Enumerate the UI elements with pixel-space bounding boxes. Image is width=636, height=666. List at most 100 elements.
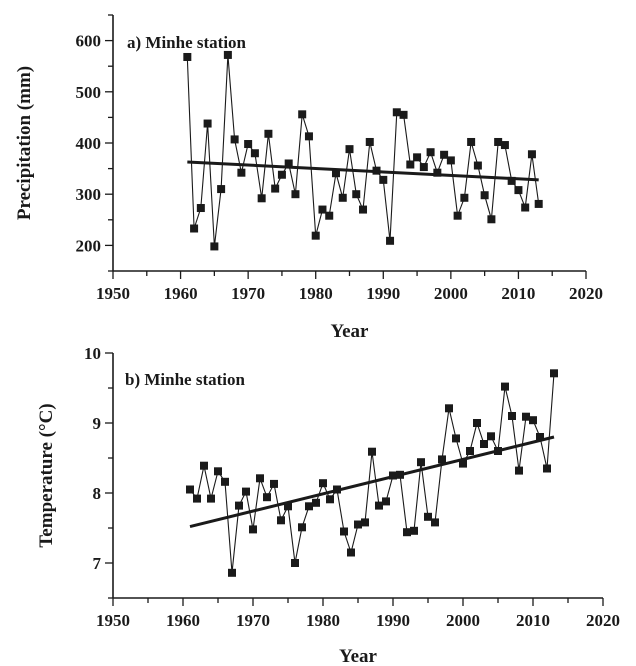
panel-a-data-point — [331, 169, 340, 178]
panel-b-data-point — [361, 518, 369, 527]
panel-b-data-point — [235, 501, 243, 510]
panel-a-data-point — [250, 149, 259, 158]
panel-a-y-tick-label: 400 — [76, 134, 102, 153]
panel-a-y-tick-label: 200 — [76, 236, 102, 255]
panel-a-data-point — [419, 163, 428, 172]
panel-b-data-point — [263, 493, 271, 502]
panel-b-data-point — [375, 501, 383, 510]
panel-b-data-point — [312, 498, 320, 507]
panel-b-data-point — [501, 382, 509, 391]
panel-a-data-point — [453, 211, 462, 220]
panel-b-data-point — [403, 528, 411, 537]
panel-b-data-point — [319, 479, 327, 488]
panel-a-data-point — [507, 176, 516, 185]
panel-b-data-point — [305, 502, 313, 511]
panel-a-trend-line — [187, 160, 539, 182]
panel-a-data-point — [514, 186, 523, 195]
panel-b-data-point — [508, 412, 516, 420]
panel-a-data-point — [210, 242, 219, 251]
panel-a-data-point — [359, 205, 368, 214]
panel-b-x-tick-label: 1980 — [306, 611, 340, 630]
panel-a-data-point — [196, 204, 205, 213]
panel-b-x-tick-label: 1990 — [376, 611, 410, 630]
panel-a-data-point — [494, 137, 503, 146]
panel-b-x-tick-label: 1950 — [96, 611, 130, 630]
panel-a-data-point — [304, 132, 313, 141]
panel-a-data-point — [467, 137, 476, 146]
panel-a-data-point — [183, 52, 192, 61]
panel-b-data-point — [186, 485, 194, 494]
panel-a-data-point — [480, 191, 489, 200]
panel-b-data-point — [354, 520, 362, 529]
panel-a-data-point — [386, 236, 395, 245]
panel-a-x-axis-title: Year — [331, 321, 370, 342]
panel-b-data-point — [473, 419, 481, 427]
panel-a-data-point — [446, 156, 455, 165]
panel-a-data-point — [203, 119, 212, 128]
panel-b-data-point — [382, 497, 390, 506]
panel-a-data-point — [338, 193, 347, 202]
panel-b-panel-title: b) Minhe station — [125, 370, 246, 389]
panel-b-data-point — [340, 527, 348, 536]
panel-a-data-point — [440, 150, 449, 159]
panel-a-data-point — [271, 184, 280, 193]
panel-a-data-point — [223, 50, 232, 59]
panel-b-data-point — [515, 466, 523, 475]
panel-b-data-point — [466, 447, 474, 455]
panel-a-data-point — [527, 150, 536, 159]
panel-a-data-point — [277, 170, 286, 179]
panel-a-data-point — [217, 185, 226, 194]
panel-b-chart: 1950 1960 1970 1980 1990 2000 2010 2020 7 8 9 10 Yea… — [36, 344, 620, 666]
panel-a-data-point — [345, 145, 354, 154]
panel-b-data-point — [326, 495, 334, 504]
panel-a-data-point — [379, 175, 388, 184]
panel-b-data-point — [438, 455, 446, 464]
panel-a-data-point — [318, 205, 327, 214]
panel-b-data-point — [536, 433, 544, 441]
panel-b-data-point — [543, 464, 551, 473]
panel-b-data-point — [445, 404, 453, 413]
panel-b-data-point — [368, 447, 376, 456]
panel-a-y-tick-label: 600 — [76, 32, 102, 51]
panel-a-x-tick-label: 2000 — [434, 284, 468, 303]
panel-b-data-point — [228, 568, 236, 577]
panel-a-y-tick-label: 300 — [76, 185, 102, 204]
panel-a-data-point — [352, 190, 361, 199]
panel-a-panel-title: a) Minhe station — [127, 33, 247, 52]
panel-a-data-point — [534, 199, 543, 208]
panel-b-data-point — [480, 440, 488, 448]
panel-a-data-point — [244, 140, 253, 149]
panel-b-data-point — [256, 474, 264, 483]
panel-b-data-point — [431, 518, 439, 527]
panel-a-data-point — [473, 161, 482, 170]
panel-a-data-point — [311, 231, 320, 240]
panel-b-x-tick-label: 2020 — [586, 611, 620, 630]
panel-b-data-point — [270, 479, 278, 488]
panel-b-data-point — [291, 559, 299, 567]
panel-b-data-point — [417, 458, 425, 467]
panel-a-chart: 1950 1960 1970 1980 1990 2000 2010 2020 200 300 40… — [14, 14, 603, 342]
panel-b-x-tick-label: 2010 — [516, 611, 550, 630]
panel-b-data-point — [550, 369, 558, 378]
panel-a-data-point — [487, 215, 496, 224]
panel-a-x-tick-label: 1980 — [299, 284, 333, 303]
panel-a-data-point — [500, 141, 509, 150]
panel-b-data-point — [459, 459, 467, 468]
panel-b-y-tick-label: 7 — [93, 554, 102, 573]
panel-a-data-point — [521, 203, 530, 212]
panel-b-data-point — [347, 548, 355, 557]
panel-b-x-tick-label: 1970 — [236, 611, 270, 630]
panel-a-data-point — [325, 211, 334, 220]
panel-b-data-point — [452, 434, 460, 443]
panel-b-x-tick-label: 1960 — [166, 611, 200, 630]
panel-b-y-axis-title: Temperature (°C) — [36, 403, 57, 547]
panel-b-data-point — [221, 477, 229, 486]
panel-a-data-point — [284, 159, 293, 168]
panel-b-x-axis-title: Year — [339, 646, 378, 666]
panel-a-data-point — [257, 194, 266, 203]
panel-b-data-point — [522, 412, 530, 421]
panel-b-data-point — [284, 502, 292, 511]
panel-a-x-tick-label: 1960 — [164, 284, 198, 303]
panel-a-x-tick-label: 1970 — [231, 284, 265, 303]
panel-b-data-point — [214, 467, 222, 476]
